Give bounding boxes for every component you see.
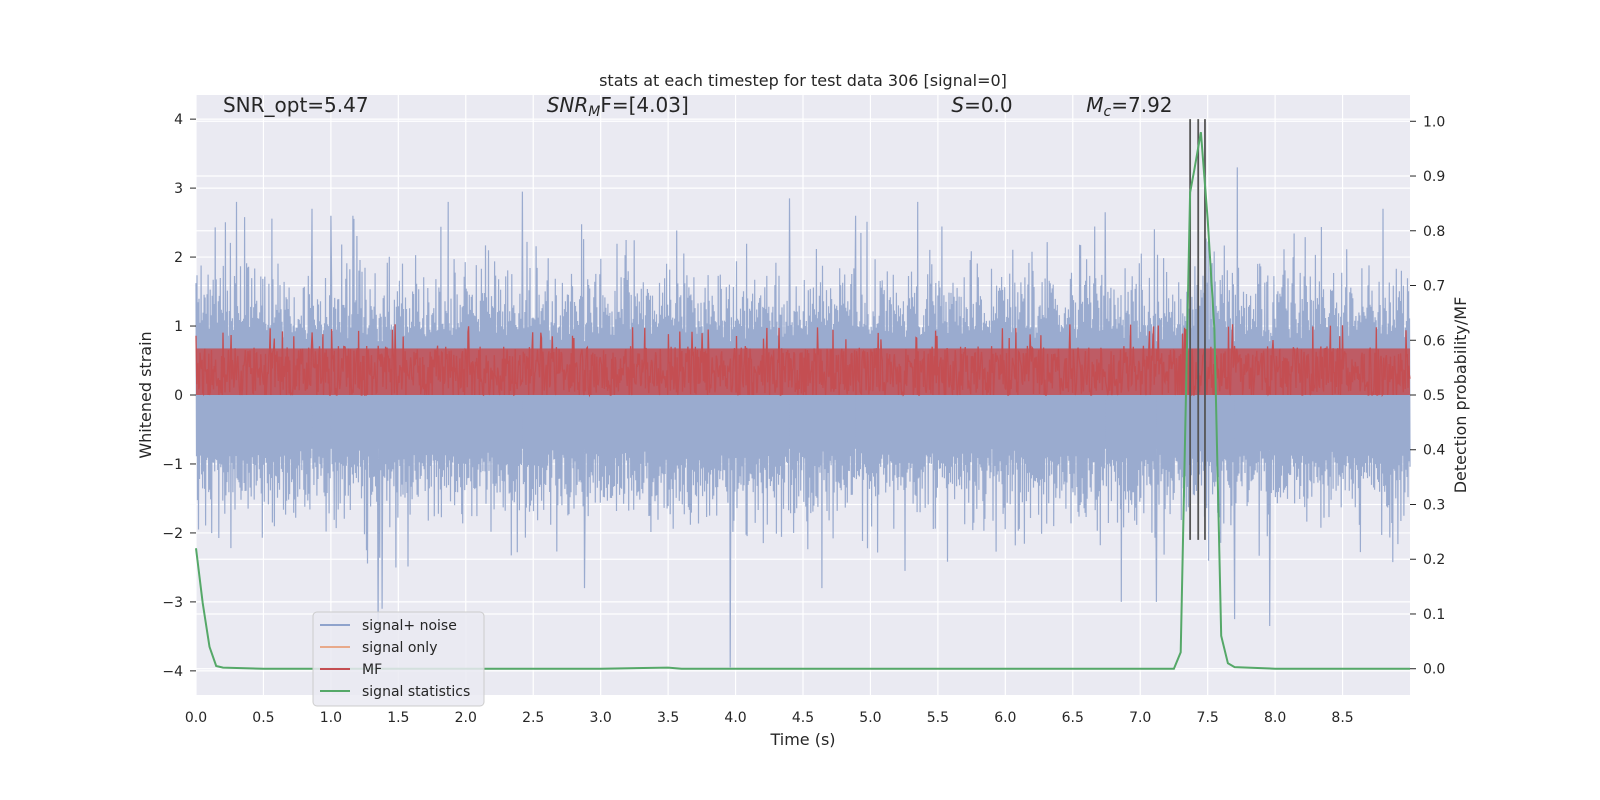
y-tick-label: 3 (174, 181, 183, 197)
annotation-3: Mc=7.92 (1086, 93, 1172, 120)
x-tick-label: 1.5 (387, 710, 409, 726)
x-tick-label: 1.0 (320, 710, 342, 726)
x-axis-label: Time (s) (769, 730, 835, 749)
legend-label-noise: signal+ noise (362, 618, 457, 634)
x-tick-label: 0.5 (252, 710, 274, 726)
x-axis-ticks: 0.0 0.5 1.0 1.5 2.0 2.5 3.0 3.5 4.0 4.5 5.0 5.5 6.0 6… (185, 710, 1354, 726)
x-tick-label: 3.5 (657, 710, 679, 726)
legend-label-stats: signal statistics (362, 684, 470, 700)
x-tick-label: 8.0 (1264, 710, 1286, 726)
x-tick-label: 0.0 (185, 710, 207, 726)
x-tick-label: 2.0 (455, 710, 477, 726)
y-tick-label: −3 (162, 595, 183, 611)
y-tick-label: −1 (162, 457, 183, 473)
y-tick-label: 2 (174, 250, 183, 266)
x-tick-label: 5.0 (859, 710, 881, 726)
y2-tick-label: 0.3 (1423, 497, 1445, 513)
x-tick-label: 4.5 (792, 710, 814, 726)
annotation-2: S=0.0 (951, 93, 1012, 117)
y2-tick-label: 0.6 (1423, 333, 1445, 349)
mf-line (195, 324, 1411, 398)
y2-axis-label: Detection probability/MF (1451, 297, 1470, 494)
y-tick-label: 1 (174, 319, 183, 335)
x-tick-label: 6.5 (1062, 710, 1084, 726)
legend-box (312, 611, 485, 707)
y2-axis-ticks: 1.0 0.9 0.8 0.7 0.6 0.5 0.4 0.3 0.2 0.1 0.0 (1410, 114, 1445, 678)
x-tick-label: 6.0 (994, 710, 1016, 726)
chart-title: stats at each timestep for test data 306… (599, 71, 1007, 90)
legend-label-signal_only: signal only (362, 640, 437, 656)
series-signal-statistics (195, 132, 1410, 670)
y-axis-ticks: 4 3 2 1 0 −1 −2 −3 −4 (162, 112, 196, 680)
x-tick-label: 3.0 (590, 710, 612, 726)
y2-tick-label: 0.8 (1423, 224, 1445, 240)
y-tick-label: 4 (174, 112, 183, 128)
x-tick-label: 7.5 (1197, 710, 1219, 726)
y2-tick-label: 0.0 (1423, 662, 1445, 678)
y-tick-label: −2 (162, 526, 183, 542)
y-tick-label: −4 (162, 664, 183, 680)
x-tick-label: 8.5 (1331, 710, 1353, 726)
annotation-1: SNRMF=[4.03] (547, 93, 689, 120)
x-tick-label: 5.5 (927, 710, 949, 726)
y2-tick-label: 0.5 (1423, 388, 1445, 404)
y2-tick-label: 0.9 (1423, 169, 1445, 185)
legend: signal+ noise signal only MF signal statist… (312, 611, 485, 707)
y2-tick-label: 0.4 (1423, 443, 1445, 459)
y2-tick-label: 0.1 (1423, 607, 1445, 623)
y-axis-label: Whitened strain (136, 331, 155, 458)
y2-tick-label: 0.7 (1423, 279, 1445, 295)
legend-label-mf: MF (362, 662, 382, 678)
y2-tick-label: 0.2 (1423, 552, 1445, 568)
y2-tick-label: 1.0 (1423, 114, 1445, 130)
x-tick-label: 4.0 (724, 710, 746, 726)
x-tick-label: 7.0 (1129, 710, 1151, 726)
annotations: SNR_opt=5.47 SNRMF=[4.03] S=0.0 Mc=7.92 (223, 93, 1173, 120)
x-tick-label: 2.5 (522, 710, 544, 726)
series-mf (195, 324, 1411, 398)
y-tick-label: 0 (174, 388, 183, 404)
stats-line (195, 132, 1410, 670)
annotation-0: SNR_opt=5.47 (223, 93, 369, 117)
